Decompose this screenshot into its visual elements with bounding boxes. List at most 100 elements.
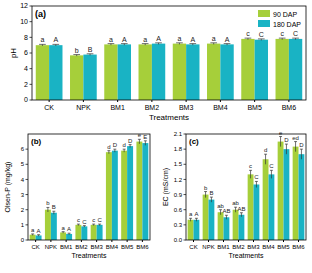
- y-axis-label: pH: [9, 48, 18, 58]
- y-tick: [30, 6, 33, 7]
- bar: [83, 55, 96, 100]
- y-tick-label: 4: [21, 177, 25, 183]
- error-line: [69, 233, 70, 235]
- legend-swatch: [258, 10, 270, 17]
- bar: [45, 210, 51, 240]
- significance-letter: B: [88, 46, 93, 53]
- x-tick: [35, 240, 36, 242]
- error-bar: [240, 213, 243, 217]
- y-tick-label: 8: [24, 34, 28, 41]
- error-bar: [121, 44, 128, 46]
- y-tick-label: 1.5: [174, 161, 183, 167]
- x-tick-label: BM5: [247, 104, 262, 111]
- y-tick: [30, 68, 33, 69]
- error-bar: [195, 218, 198, 221]
- significance-letter: C: [254, 174, 259, 180]
- significance-letter: c: [249, 163, 252, 169]
- error-cap: [52, 211, 55, 212]
- y-tick: [184, 224, 187, 225]
- error-line: [145, 141, 146, 146]
- y-tick-label: 2.1: [174, 131, 183, 137]
- error-bar: [255, 181, 258, 187]
- error-line: [205, 192, 206, 198]
- significance-letter: e: [279, 130, 283, 136]
- error-bar: [270, 170, 273, 178]
- x-tick: [193, 240, 194, 242]
- significance-letter: AB: [237, 206, 245, 212]
- error-bar: [279, 38, 286, 40]
- error-line: [271, 170, 272, 178]
- y-axis-label: EC (mS/cm): [162, 168, 170, 206]
- error-cap: [249, 170, 252, 171]
- y-tick: [30, 100, 33, 101]
- error-cap: [195, 218, 198, 219]
- error-line: [226, 215, 227, 219]
- error-bar: [279, 137, 282, 147]
- y-tick-label: 1.2: [174, 177, 183, 183]
- bar: [91, 225, 97, 240]
- x-tick: [253, 240, 254, 242]
- x-tick-label: NPK: [76, 104, 91, 111]
- bar: [224, 217, 230, 240]
- y-tick: [30, 84, 33, 85]
- bar: [136, 142, 142, 240]
- x-tick-label: BM2: [232, 244, 245, 250]
- significance-letter: B: [52, 204, 56, 210]
- y-tick-label: 2: [24, 81, 28, 88]
- error-line: [250, 170, 251, 178]
- y-tick: [184, 164, 187, 165]
- y-tick: [26, 149, 29, 150]
- error-bar: [73, 55, 80, 57]
- bar: [70, 55, 83, 100]
- error-bar: [142, 44, 149, 46]
- error-cap: [176, 42, 183, 43]
- significance-letter: D: [128, 138, 133, 144]
- significance-letter: C: [259, 31, 264, 38]
- error-cap: [123, 149, 126, 150]
- error-bar: [258, 39, 265, 41]
- error-bar: [52, 44, 59, 46]
- y-tick: [26, 209, 29, 210]
- significance-letter: e: [138, 132, 142, 138]
- error-line: [130, 145, 131, 148]
- legend-label: 180 DAP: [273, 21, 301, 28]
- error-bar: [245, 38, 252, 40]
- bar: [203, 195, 209, 240]
- error-bar: [264, 154, 267, 164]
- error-cap: [37, 234, 40, 235]
- error-line: [108, 151, 109, 154]
- bar: [284, 149, 290, 240]
- error-line: [93, 224, 94, 226]
- x-tick: [238, 240, 239, 242]
- error-line: [32, 234, 33, 236]
- bar: [241, 39, 254, 100]
- y-tick-label: 0.6: [174, 207, 183, 213]
- bar: [60, 232, 66, 240]
- bar: [276, 39, 289, 100]
- bar: [30, 235, 36, 240]
- plot-frame: [186, 134, 306, 240]
- plot-frame: [28, 134, 150, 240]
- y-tick: [26, 179, 29, 180]
- bar: [51, 213, 57, 240]
- bar: [127, 146, 133, 240]
- panel: abaaaaccABAAAACC024681012CKNPKBM1BM2BM3B…: [9, 2, 306, 122]
- x-tick: [49, 100, 50, 102]
- x-tick: [50, 240, 51, 242]
- bars: [30, 139, 149, 240]
- error-bar: [68, 233, 71, 235]
- error-bar: [225, 215, 228, 219]
- significance-letter: A: [67, 226, 71, 232]
- y-tick: [184, 149, 187, 150]
- error-bar: [285, 144, 288, 154]
- y-tick: [30, 53, 33, 54]
- error-line: [124, 149, 125, 152]
- figure: abaaaaccABAAAACC024681012CKNPKBM1BM2BM3B…: [0, 0, 312, 273]
- y-tick-label: 0: [21, 237, 25, 243]
- error-cap: [83, 225, 86, 226]
- bar: [49, 45, 62, 100]
- error-bar: [224, 44, 231, 46]
- error-cap: [279, 38, 286, 39]
- bar: [81, 226, 87, 240]
- legend-swatch: [258, 20, 270, 27]
